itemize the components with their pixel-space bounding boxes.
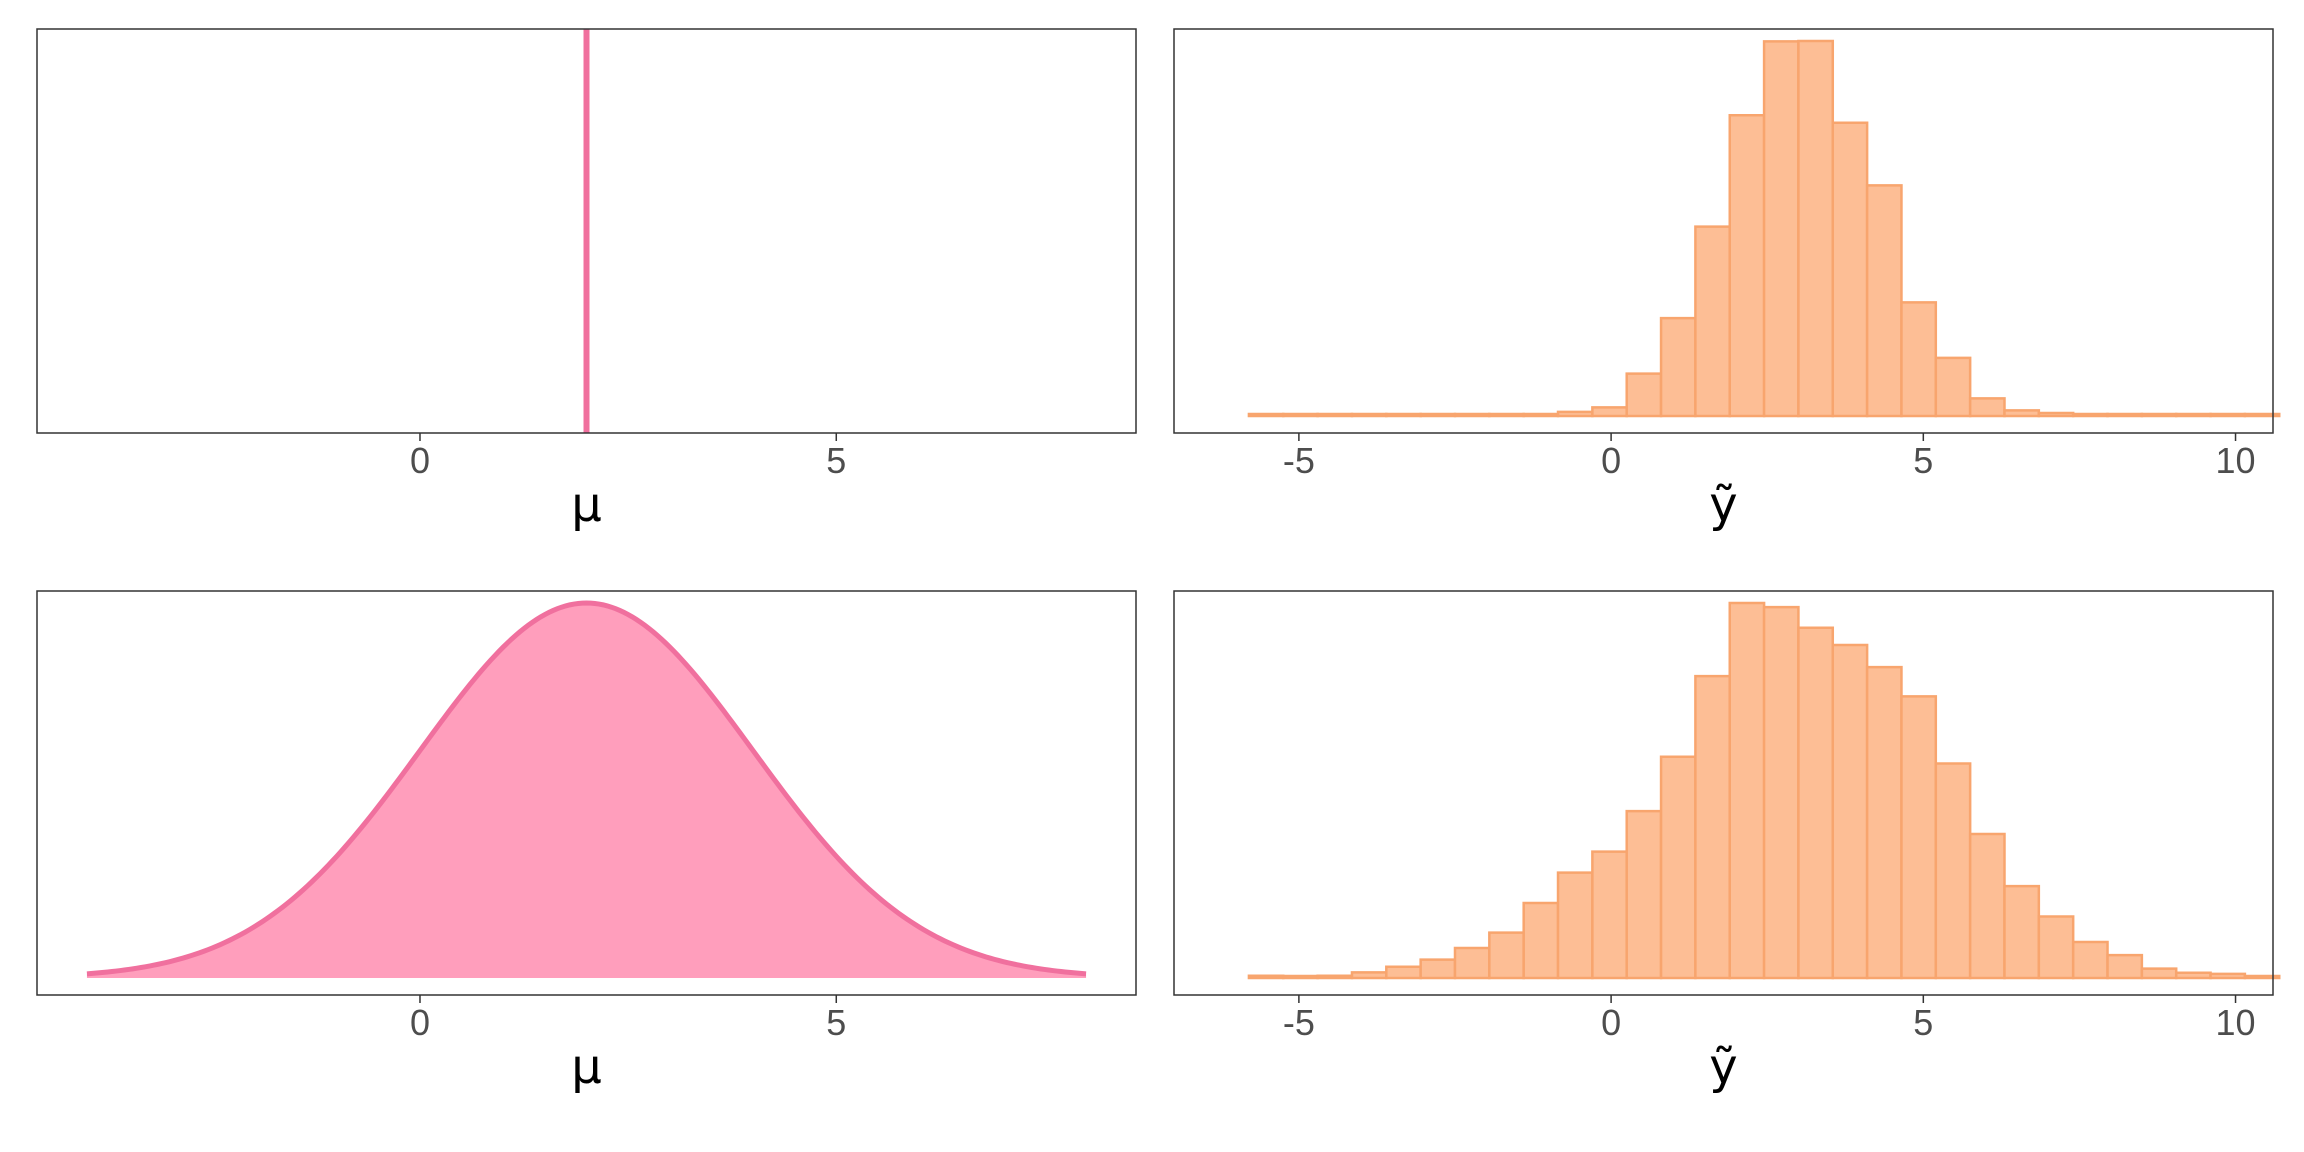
x-axis-title: ỹ [1709,1039,1737,1095]
histogram-bar [1316,412,1354,418]
histogram-bar [1934,356,1972,418]
x-axis-title: μ [571,1039,602,1095]
histogram-bar [1350,971,1388,980]
x-tick-label: 5 [1913,440,1933,481]
histogram-bar [1797,626,1835,980]
x-tick-label: 0 [1601,1002,1621,1043]
histogram-bar [1968,397,2006,418]
histogram-bar [1453,412,1491,418]
histogram-bar [2209,972,2247,980]
histogram-bar [1247,412,1285,418]
histogram-bar [2209,412,2247,418]
histogram-bar [2037,411,2075,418]
x-tick-label: 10 [2216,440,2256,481]
histogram-bar [1419,412,1457,418]
panel-bottom-right-y-histogram: -5 0 5 10 ỹ [1173,590,2281,1095]
histogram-bar [2071,940,2109,980]
histogram-bar [1831,121,1869,418]
panel-bottom-left-mu-density: 0 5 μ [36,590,1137,1095]
histogram-bar [2106,953,2144,980]
histogram-bar [1522,901,1560,980]
histogram-bar [2174,971,2212,980]
histogram-bar [2140,412,2178,418]
histogram-bar [1728,114,1766,418]
panel-frame [36,28,1137,434]
x-tick-label: 0 [410,1002,430,1043]
panel-frame [1173,590,2274,996]
histogram-bar [1488,412,1525,418]
histogram-bar [1659,755,1697,980]
histogram-bar [1385,965,1422,980]
panel-frame [36,590,1137,996]
x-tick-label: 5 [1913,1002,1933,1043]
histogram-bar [1900,301,1938,418]
histogram-bar [1762,40,1800,418]
histogram-bar [1659,316,1697,418]
x-tick-label: 0 [410,440,430,481]
x-tick-label: -5 [1283,1002,1315,1043]
histogram-bar [1694,225,1731,418]
panel-top-right-y-histogram: -5 0 5 10 ỹ [1173,28,2281,533]
histogram-bar [1385,412,1422,418]
histogram-bar [1900,695,1938,980]
histogram-bar [2243,412,2281,418]
histogram-bar [1247,974,1285,980]
histogram-bar [1522,412,1560,418]
panel-top-left-mu-point: 0 5 μ [36,28,1137,533]
histogram-bar [1762,605,1800,980]
histogram-bar [2140,967,2178,980]
x-tick-label: 0 [1601,440,1621,481]
histogram-bar [2003,409,2041,418]
histogram-bar [1591,850,1628,980]
histogram-bar [2003,884,2041,980]
histogram-bar [1488,931,1525,980]
histogram-bar [1556,410,1594,418]
x-axis-title: μ [571,477,602,533]
histogram-bar [1282,412,1319,418]
histogram-bar [1694,674,1731,980]
density-curve [86,600,1087,977]
histogram-bar [2037,915,2075,980]
histogram-bar [1316,974,1354,980]
histogram-bar [2071,412,2109,418]
histogram-bar [1797,39,1835,418]
x-tick-label: 10 [2216,1002,2256,1043]
x-tick-label: 5 [826,1002,846,1043]
x-tick-label: -5 [1283,440,1315,481]
histogram-bar [1865,184,1903,418]
histogram-bar [1625,372,1663,418]
histogram-bar [1625,809,1663,980]
histogram-bar [1556,871,1594,980]
histogram-bar [1934,762,1972,980]
histogram-bar [2174,412,2212,418]
histogram-bar [2106,412,2144,418]
histogram-bar [1831,643,1869,980]
histogram-bar [1350,412,1388,418]
histogram-bar [1453,946,1491,980]
histogram-bar [1865,665,1903,980]
x-axis-title: ỹ [1709,477,1737,533]
histogram-bar [1419,958,1457,980]
histogram-bar [2243,974,2281,980]
panel-frame [1173,28,2274,434]
histogram-bar [1282,974,1319,980]
density-area [86,603,1087,978]
x-tick-label: 5 [826,440,846,481]
histogram-bar [1968,832,2006,980]
histogram-bar [1728,601,1766,980]
histogram-bar [1591,406,1628,418]
